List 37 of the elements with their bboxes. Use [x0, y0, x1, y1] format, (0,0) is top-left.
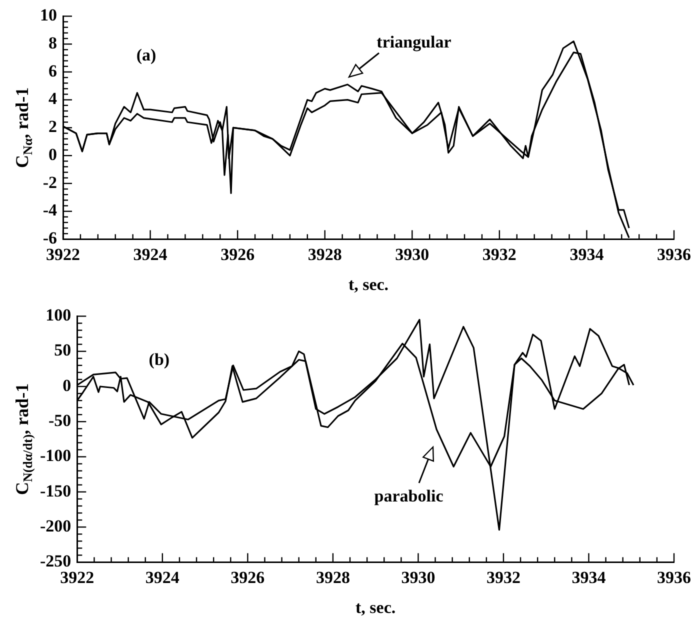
- x-tick-label: 3930: [401, 568, 436, 587]
- x-tick-label: 3924: [133, 244, 168, 264]
- x-tick-label: 3928: [308, 244, 342, 264]
- y-tick-label: -50: [48, 411, 72, 430]
- y-axis-title: CN(dα/dt), rad-1: [12, 383, 35, 496]
- y-tick-label: -4: [42, 200, 58, 220]
- x-tick-label: 3934: [570, 244, 604, 264]
- y-axis-title: CNα, rad-1: [12, 87, 35, 168]
- x-axis-title: t, sec.: [348, 275, 389, 294]
- y-tick-label: -150: [40, 481, 72, 500]
- y-tick-label: -100: [40, 446, 72, 466]
- x-tick-label: 3926: [230, 568, 265, 587]
- y-tick-label: 50: [54, 340, 72, 360]
- y-tick-label: 6: [48, 61, 57, 80]
- annotation: (a): [136, 46, 156, 65]
- annotation: parabolic: [374, 486, 444, 506]
- x-tick-label: 3930: [395, 244, 430, 264]
- annotation: (b): [148, 350, 170, 369]
- x-tick-label: 3928: [316, 568, 350, 587]
- y-tick-label: 100: [46, 306, 72, 325]
- x-tick-label: 3932: [486, 568, 520, 587]
- x-tick-label: 3932: [482, 244, 516, 264]
- y-tick-label: -2: [42, 172, 57, 192]
- x-tick-label: 3936: [657, 568, 691, 587]
- x-tick-label: 3936: [657, 244, 691, 264]
- y-tick-label: 10: [40, 6, 57, 25]
- x-tick-label: 3934: [572, 568, 606, 587]
- y-tick-label: 0: [48, 144, 57, 164]
- x-tick-label: 3926: [220, 244, 255, 264]
- y-tick-label: 0: [62, 376, 72, 395]
- y-tick-label: -200: [40, 516, 72, 536]
- y-tick-label: 8: [48, 33, 57, 52]
- y-tick-label: 2: [48, 117, 57, 136]
- y-tick-label: 4: [48, 89, 58, 108]
- x-axis-title: t, sec.: [356, 598, 396, 618]
- x-tick-label: 3924: [145, 568, 180, 587]
- annotation: triangular: [376, 32, 452, 52]
